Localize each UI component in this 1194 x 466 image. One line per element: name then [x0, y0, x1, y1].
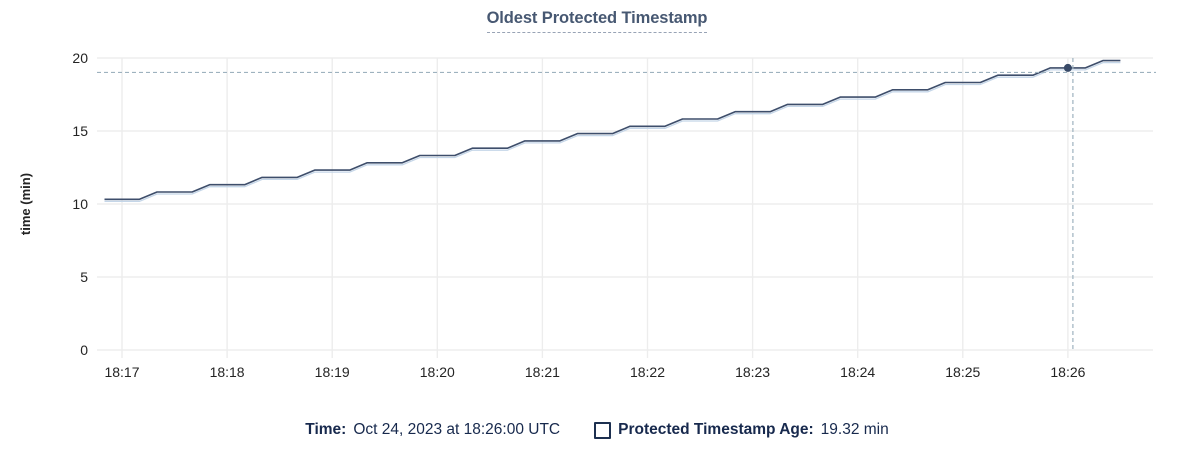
chart-title[interactable]: Oldest Protected Timestamp [486, 9, 708, 33]
legend-series-value: 19.32 min [820, 421, 889, 438]
series-line-underlay [104, 61, 1121, 202]
x-tick-label: 18:22 [630, 364, 665, 380]
x-tick-label: 18:25 [945, 364, 980, 380]
x-tick-label: 18:17 [104, 364, 139, 380]
y-tick-label: 5 [80, 269, 88, 285]
y-tick-label: 15 [72, 123, 88, 139]
legend-time-label: Time: [305, 421, 347, 438]
chart-title-row: Oldest Protected Timestamp [0, 9, 1194, 33]
legend-series-group: Protected Timestamp Age: 19.32 min [594, 421, 889, 439]
legend-series-label: Protected Timestamp Age: [618, 421, 814, 438]
hover-data-point [1063, 63, 1072, 72]
x-tick-label: 18:18 [210, 364, 245, 380]
series-line [104, 59, 1121, 201]
x-tick-label: 18:26 [1050, 364, 1085, 380]
y-tick-label: 10 [72, 196, 88, 212]
legend-time-value: Oct 24, 2023 at 18:26:00 UTC [353, 421, 561, 438]
y-tick-label: 20 [72, 50, 88, 66]
y-tick-label: 0 [80, 342, 88, 358]
x-tick-label: 18:23 [735, 364, 770, 380]
hover-legend: Time: Oct 24, 2023 at 18:26:00 UTC Prote… [0, 421, 1194, 439]
x-tick-label: 18:19 [315, 364, 350, 380]
y-axis-label: time (min) [18, 173, 33, 235]
legend-time-group: Time: Oct 24, 2023 at 18:26:00 UTC [305, 421, 560, 439]
line-chart-canvas[interactable]: 0 5 10 15 20 18:17 18:18 18:19 18:20 18:21 18:22 18… [0, 0, 1194, 410]
x-tick-label: 18:21 [525, 364, 560, 380]
legend-series-swatch-checkbox[interactable] [594, 421, 612, 439]
x-tick-label: 18:20 [420, 364, 455, 380]
x-tick-label: 18:24 [840, 364, 875, 380]
